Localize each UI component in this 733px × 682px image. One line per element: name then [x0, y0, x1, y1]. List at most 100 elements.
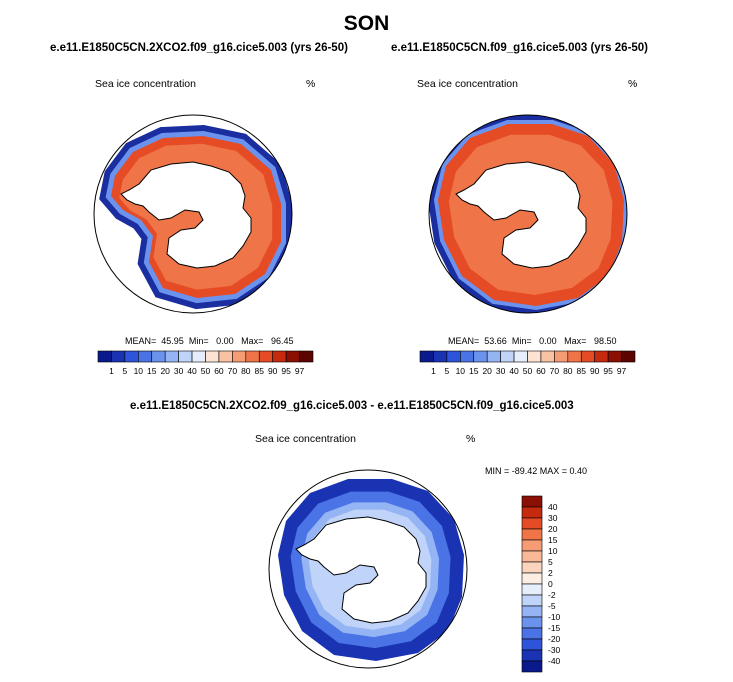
right-colorbar-tick-label: 70 — [550, 366, 560, 376]
diff-colorbar-swatch — [521, 583, 543, 596]
diff-colorbar-swatch — [521, 561, 543, 574]
left-colorbar-swatch — [191, 350, 206, 363]
left-colorbar-tick-label: 10 — [134, 366, 144, 376]
left-colorbar-tick-label: 20 — [160, 366, 170, 376]
left-colorbar-swatch — [97, 350, 112, 363]
right-colorbar-tick-label: 95 — [603, 366, 613, 376]
diff-colorbar-tick-label: 40 — [548, 502, 558, 512]
diff-colorbar-swatch — [521, 649, 543, 662]
right-colorbar-tick-label: 97 — [617, 366, 627, 376]
diff-colorbar-tick-label: 0 — [548, 579, 553, 589]
diff-colorbar-swatch — [521, 572, 543, 585]
diff-colorbar-swatch — [521, 594, 543, 607]
diff-colorbar-tick-label: 2 — [548, 568, 553, 578]
right-colorbar-tick-label: 20 — [482, 366, 492, 376]
right-colorbar-tick-label: 85 — [577, 366, 587, 376]
right-colorbar-swatch — [554, 350, 569, 363]
right-colorbar-swatch — [419, 350, 434, 363]
left-mean-value: 45.95 — [161, 336, 184, 346]
right-colorbar-swatch — [621, 350, 636, 363]
diff-colorbar-tick-label: 10 — [548, 546, 558, 556]
right-colorbar-swatch — [580, 350, 595, 363]
left-min-label: Min= — [188, 336, 209, 346]
left-colorbar-tick-label: 30 — [174, 366, 184, 376]
left-colorbar-swatch — [258, 350, 273, 363]
left-colorbar-tick-label: 60 — [214, 366, 224, 376]
left-colorbar-swatch — [124, 350, 139, 363]
right-mean-label: MEAN= — [448, 336, 480, 346]
left-map — [93, 114, 293, 314]
left-colorbar-tick-label: 50 — [201, 366, 211, 376]
right-colorbar-tick-label: 80 — [563, 366, 573, 376]
left-stats: MEAN= 45.95 Min= 0.00 Max= 96.45 — [125, 336, 293, 346]
left-colorbar-tick-label: 5 — [123, 366, 128, 376]
right-colorbar-swatch — [486, 350, 501, 363]
left-colorbar: 1 5 10 15 20 30 40 50 60 70 80 85 90 95 97 — [97, 350, 314, 376]
right-case-title: e.e11.E1850C5CN.f09_g16.cice5.003 (yrs 2… — [391, 42, 649, 54]
right-field-label: Sea ice concentration — [417, 78, 518, 90]
left-colorbar-swatch — [218, 350, 233, 363]
left-colorbar-tick-label: 97 — [295, 366, 305, 376]
right-colorbar-tick-label: 40 — [509, 366, 519, 376]
right-colorbar-tick-label: 15 — [469, 366, 479, 376]
left-colorbar-swatch — [164, 350, 179, 363]
diff-colorbar-tick-label: 30 — [548, 513, 558, 523]
diff-colorbar-tick-label: -20 — [548, 634, 561, 644]
main-title: SON — [343, 12, 390, 35]
right-colorbar-swatch — [607, 350, 622, 363]
diff-colorbar-tick-label: 15 — [548, 535, 558, 545]
left-colorbar-tick-label: 80 — [241, 366, 251, 376]
diff-colorbar-tick-label: -2 — [548, 590, 556, 600]
left-colorbar-swatch — [111, 350, 126, 363]
diff-colorbar-swatch — [521, 528, 543, 541]
right-colorbar-tick-label: 60 — [536, 366, 546, 376]
right-colorbar-tick-label: 10 — [456, 366, 466, 376]
left-units-label: % — [306, 78, 316, 90]
right-mean-value: 53.66 — [484, 336, 507, 346]
right-colorbar-swatch — [473, 350, 488, 363]
right-colorbar-swatch — [500, 350, 515, 363]
diff-colorbar-tick-label: -40 — [548, 656, 561, 666]
right-colorbar-tick-label: 1 — [431, 366, 436, 376]
right-colorbar: 1 5 10 15 20 30 40 50 60 70 80 85 90 95 97 — [419, 350, 636, 376]
right-colorbar-tick-label: 30 — [496, 366, 506, 376]
right-colorbar-tick-label: 90 — [590, 366, 600, 376]
left-colorbar-swatch — [245, 350, 260, 363]
diff-colorbar-swatch — [521, 550, 543, 563]
left-max-value: 96.45 — [270, 336, 294, 346]
diff-colorbar-swatch — [521, 660, 543, 673]
diff-colorbar-tick-label: -10 — [548, 612, 561, 622]
diff-colorbar-swatch — [521, 627, 543, 640]
right-colorbar-tick-label: 5 — [445, 366, 450, 376]
left-colorbar-swatch — [299, 350, 314, 363]
left-colorbar-swatch — [138, 350, 153, 363]
diff-case-title: e.e11.E1850C5CN.2XCO2.f09_g16.cice5.003 … — [130, 400, 574, 412]
diff-colorbar-tick-label: 20 — [548, 524, 558, 534]
diff-colorbar-swatch — [521, 638, 543, 651]
right-min-value: 0.00 — [539, 336, 557, 346]
right-stats: MEAN= 53.66 Min= 0.00 Max= 98.50 — [448, 336, 616, 346]
right-colorbar-swatch — [527, 350, 542, 363]
left-max-label: Max= — [241, 336, 264, 346]
right-colorbar-swatch — [513, 350, 528, 363]
right-colorbar-swatch — [594, 350, 609, 363]
left-colorbar-swatch — [151, 350, 166, 363]
right-units-label: % — [628, 78, 638, 90]
right-colorbar-swatch — [540, 350, 555, 363]
diff-colorbar-tick-label: -5 — [548, 601, 556, 611]
left-colorbar-swatch — [232, 350, 247, 363]
right-max-value: 98.50 — [593, 336, 617, 346]
right-colorbar-tick-label: 50 — [523, 366, 533, 376]
left-colorbar-tick-label: 1 — [109, 366, 114, 376]
left-case-title: e.e11.E1850C5CN.2XCO2.f09_g16.cice5.003 … — [50, 42, 348, 54]
left-colorbar-swatch — [205, 350, 220, 363]
left-field-label: Sea ice concentration — [95, 78, 196, 90]
diff-colorbar-tick-label: -30 — [548, 645, 561, 655]
diff-minmax: MIN = -89.42 MAX = 0.40 — [485, 466, 588, 476]
diff-units-label: % — [466, 433, 476, 445]
left-mean-label: MEAN= — [125, 336, 157, 346]
left-colorbar-tick-label: 40 — [187, 366, 197, 376]
diff-field-label: Sea ice concentration — [255, 433, 356, 445]
right-map — [428, 114, 628, 314]
